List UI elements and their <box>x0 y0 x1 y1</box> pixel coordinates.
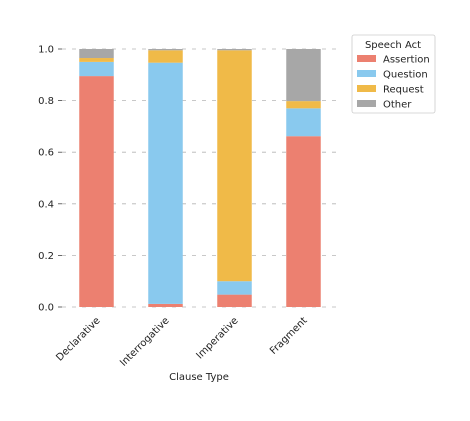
bar-other-interrogative <box>148 49 183 51</box>
legend-label-request: Request <box>383 85 424 96</box>
bar-assertion-declarative <box>79 76 114 307</box>
x-tick-label: Fragment <box>268 315 310 357</box>
bar-request-fragment <box>286 101 321 109</box>
bar-other-imperative <box>217 49 252 51</box>
bars <box>79 49 321 307</box>
legend-title: Speech Act <box>365 40 421 51</box>
legend-label-assertion: Assertion <box>383 55 430 66</box>
bar-question-fragment <box>286 108 321 137</box>
x-axis: Declarative Interrogative Imperative Fragme… <box>54 315 309 368</box>
bar-question-interrogative <box>148 62 183 304</box>
y-tick-label: 0.0 <box>38 303 54 314</box>
y-tick-label: 0.8 <box>38 96 54 107</box>
legend-swatch-question <box>357 70 376 77</box>
bar-other-declarative <box>79 49 114 59</box>
x-tick-label: Declarative <box>54 315 102 363</box>
bar-assertion-fragment <box>286 136 321 307</box>
y-tick-label: 0.4 <box>38 199 54 210</box>
bar-other-fragment <box>286 49 321 102</box>
legend-swatch-assertion <box>357 55 376 62</box>
bar-question-declarative <box>79 61 114 77</box>
bar-assertion-imperative <box>217 294 252 307</box>
y-tick-label: 1.0 <box>38 45 54 56</box>
legend-label-other: Other <box>383 100 412 111</box>
legend-swatch-other <box>357 100 376 107</box>
bar-request-interrogative <box>148 50 183 63</box>
bar-question-imperative <box>217 281 252 295</box>
legend: Speech Act Assertion Question Request Other <box>351 34 436 114</box>
x-tick-label: Imperative <box>195 315 241 361</box>
legend-swatch-request <box>357 85 376 92</box>
x-axis-label: Clause Type <box>169 372 229 383</box>
x-tick-label: Interrogative <box>118 315 171 368</box>
y-tick-label: 0.2 <box>38 251 54 262</box>
y-axis: 0.0 0.2 0.4 0.6 0.8 1.0 <box>38 45 62 314</box>
legend-frame <box>351 34 436 114</box>
bar-request-declarative <box>79 58 114 62</box>
legend-label-question: Question <box>383 70 428 81</box>
y-tick-label: 0.6 <box>38 148 54 159</box>
bar-assertion-interrogative <box>148 303 183 307</box>
bar-request-imperative <box>217 50 252 282</box>
